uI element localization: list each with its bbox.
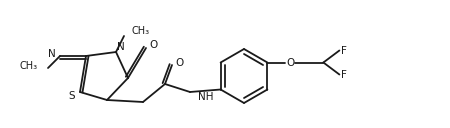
Text: CH₃: CH₃ [132, 26, 150, 36]
Text: NH: NH [198, 92, 213, 102]
Text: O: O [175, 58, 183, 68]
Text: O: O [286, 57, 294, 67]
Text: N: N [48, 49, 56, 59]
Text: CH₃: CH₃ [20, 61, 38, 71]
Text: O: O [149, 40, 157, 50]
Text: F: F [342, 45, 347, 56]
Text: N: N [117, 42, 125, 52]
Text: S: S [69, 91, 75, 101]
Text: F: F [342, 70, 347, 79]
